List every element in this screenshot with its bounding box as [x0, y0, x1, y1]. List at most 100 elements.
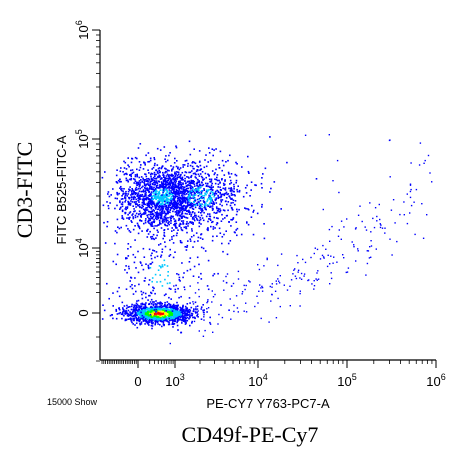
- event-dot: [164, 171, 166, 174]
- event-dot: [228, 221, 230, 223]
- event-dot: [202, 197, 205, 199]
- event-dot: [277, 278, 279, 280]
- event-dot: [218, 313, 220, 316]
- event-dot: [148, 193, 151, 196]
- event-dot: [139, 309, 142, 312]
- event-dot: [152, 212, 154, 215]
- event-dot: [222, 187, 224, 190]
- event-dot: [155, 217, 157, 220]
- event-dot: [142, 205, 144, 208]
- event-dot: [153, 210, 155, 212]
- event-dot: [146, 178, 148, 180]
- event-dot: [102, 304, 104, 306]
- event-dot: [227, 209, 229, 212]
- event-dot: [184, 201, 187, 203]
- event-dot: [186, 217, 189, 219]
- event-dot: [183, 320, 186, 322]
- event-dot: [138, 308, 141, 311]
- event-dot: [179, 190, 182, 193]
- event-dot: [148, 222, 150, 224]
- event-dot: [163, 176, 165, 178]
- event-dot: [176, 178, 178, 180]
- event-dot: [149, 206, 151, 209]
- event-dot: [117, 179, 120, 182]
- event-dot: [165, 316, 167, 318]
- event-dot: [222, 193, 225, 196]
- event-dot: [131, 193, 133, 196]
- event-dot: [178, 183, 180, 186]
- event-dot: [210, 202, 213, 204]
- event-dot: [181, 188, 183, 190]
- event-dot: [192, 316, 194, 319]
- event-dot: [196, 204, 199, 207]
- event-dot: [211, 221, 213, 224]
- event-dot: [132, 319, 135, 322]
- event-dot: [181, 309, 184, 312]
- event-dot: [189, 302, 191, 304]
- event-dot: [184, 208, 186, 210]
- event-dot: [188, 308, 191, 311]
- event-dot: [173, 313, 175, 316]
- event-dot: [175, 317, 178, 320]
- event-dot: [134, 196, 136, 199]
- event-dot: [155, 214, 158, 217]
- event-dot: [250, 189, 252, 191]
- event-dot: [207, 229, 209, 232]
- event-dot: [172, 177, 175, 180]
- event-dot: [150, 257, 153, 260]
- event-dot: [186, 190, 189, 192]
- event-dot: [197, 195, 200, 197]
- event-dot: [263, 237, 266, 240]
- event-dot: [221, 316, 224, 319]
- event-dot: [126, 206, 129, 208]
- event-dot: [216, 179, 219, 182]
- event-dot: [213, 192, 216, 195]
- event-dot: [209, 186, 211, 188]
- event-dot: [177, 316, 179, 319]
- event-dot: [170, 199, 172, 202]
- event-dot: [147, 264, 150, 267]
- event-dot: [207, 288, 210, 291]
- event-dot: [224, 180, 226, 182]
- event-dot: [202, 200, 205, 202]
- event-dot: [156, 317, 158, 320]
- event-dot: [217, 190, 220, 193]
- event-dot: [221, 204, 223, 207]
- event-dot: [214, 199, 217, 202]
- event-dot: [355, 227, 357, 229]
- event-dot: [406, 222, 409, 225]
- event-dot: [140, 179, 142, 181]
- event-dot: [163, 232, 166, 234]
- event-dot: [172, 210, 174, 213]
- event-dot: [213, 216, 215, 219]
- event-dot: [172, 207, 175, 210]
- event-dot: [163, 318, 166, 320]
- event-dot: [147, 310, 149, 313]
- event-dot: [128, 196, 130, 199]
- event-dot: [186, 176, 188, 178]
- event-dot: [172, 305, 174, 308]
- event-dot: [135, 316, 138, 319]
- event-dot: [327, 254, 329, 256]
- event-dot: [166, 201, 169, 204]
- event-dot: [172, 185, 175, 187]
- event-dot: [134, 216, 137, 219]
- event-dot: [172, 192, 175, 194]
- event-dot: [157, 216, 160, 219]
- event-dot: [120, 180, 122, 183]
- event-dot: [338, 191, 340, 194]
- event-dot: [132, 193, 135, 195]
- event-dot: [163, 196, 166, 199]
- event-dot: [209, 215, 212, 218]
- event-dot: [152, 221, 154, 223]
- event-dot: [166, 191, 168, 193]
- event-dot: [177, 191, 180, 194]
- event-dot: [216, 176, 218, 179]
- event-dot: [159, 185, 162, 188]
- event-dot: [215, 168, 217, 171]
- event-dot: [191, 216, 194, 219]
- event-dot: [224, 200, 227, 203]
- event-dot: [409, 183, 412, 185]
- event-dot: [171, 170, 173, 172]
- event-dot: [277, 297, 279, 300]
